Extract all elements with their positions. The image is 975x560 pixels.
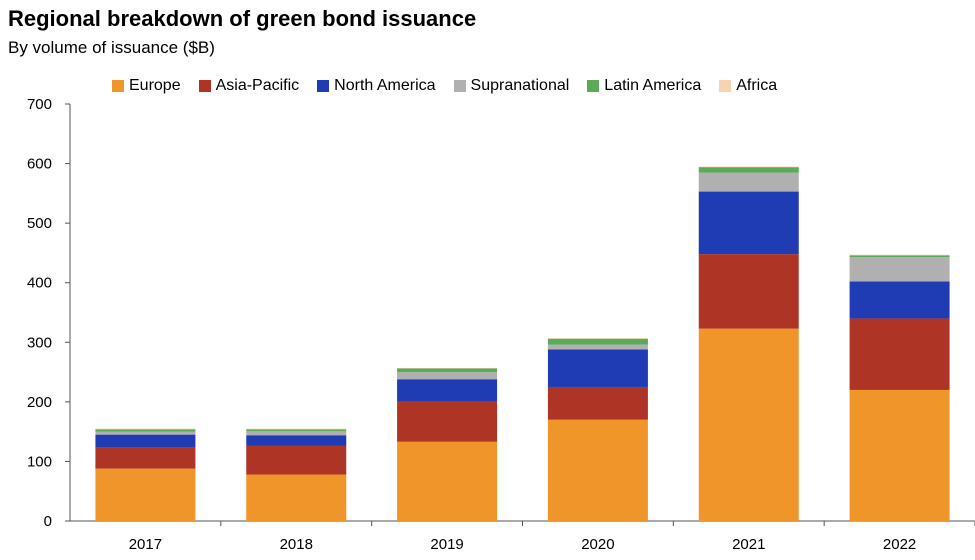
bar-segment-2022-asia-pacific (849, 318, 950, 390)
chart-title: Regional breakdown of green bond issuanc… (8, 6, 477, 31)
x-tick-label: 2021 (732, 536, 765, 553)
bar-segment-2018-north-america (246, 435, 347, 446)
bar-segment-2019-supranational (397, 372, 498, 380)
y-tick-label: 200 (27, 394, 52, 411)
bar-segment-2017-supranational (95, 431, 196, 435)
bar-segment-2020-europe (547, 419, 648, 521)
x-tick-label: 2020 (581, 536, 614, 553)
bar-segment-2019-latin-america (397, 368, 498, 373)
y-tick-label: 300 (27, 334, 52, 351)
bar-segment-2017-europe (95, 468, 196, 521)
bar-segment-2022-africa (849, 254, 950, 256)
bar-segment-2021-supranational (698, 172, 799, 192)
legend-item-europe: Europe (112, 77, 181, 95)
legend-swatch (453, 80, 466, 92)
bar-segment-2017-latin-america (95, 429, 196, 432)
bar-segment-2021-north-america (698, 191, 799, 255)
legend-item-asia-pacific: Asia-Pacific (198, 77, 300, 95)
legend-swatch (317, 80, 330, 92)
legend-item-north-america: North America (317, 77, 436, 95)
bar-segment-2020-supranational (547, 344, 648, 350)
legend-swatch (198, 80, 211, 92)
bar-segment-2018-asia-pacific (246, 445, 347, 475)
bar-segment-2018-latin-america (246, 429, 347, 432)
y-tick-label: 700 (27, 96, 52, 113)
x-tick-label: 2019 (430, 536, 463, 553)
bar-segment-2017-north-america (95, 434, 196, 448)
bar-segment-2019-asia-pacific (397, 401, 498, 442)
y-tick-label: 500 (27, 215, 52, 232)
y-tick-label: 0 (44, 513, 52, 530)
legend-swatch (112, 80, 124, 92)
bar-segment-2018-europe (246, 474, 347, 521)
bar-segment-2021-europe (698, 328, 799, 521)
y-tick-label: 100 (27, 453, 52, 470)
legend-item-supranational: Supranational (453, 77, 570, 95)
legend-label: Latin America (604, 77, 702, 94)
legend-label: Supranational (470, 77, 570, 94)
bar-segment-2022-north-america (849, 281, 950, 319)
bar-segment-2021-africa (698, 166, 799, 168)
bar-segment-2021-asia-pacific (698, 254, 799, 329)
bar-segment-2022-supranational (849, 257, 950, 282)
y-tick-label: 400 (27, 275, 52, 292)
x-tick-label: 2017 (129, 536, 162, 553)
bar-segment-2017-asia-pacific (95, 447, 196, 469)
y-tick-label: 600 (27, 156, 52, 173)
legend-label: Europe (129, 77, 181, 94)
legend-label: Africa (736, 77, 778, 94)
bar-segment-2021-latin-america (698, 167, 799, 173)
bar-segment-2020-asia-pacific (547, 386, 648, 420)
x-tick-label: 2022 (883, 536, 916, 553)
x-tick-label: 2018 (280, 536, 313, 553)
legend-label: North America (334, 77, 436, 94)
bar-segment-2020-africa (547, 338, 648, 339)
bar-segment-2020-north-america (547, 349, 648, 387)
legend-item-latin-america: Latin America (587, 77, 701, 95)
chart-subtitle: By volume of issuance ($B) (8, 38, 215, 57)
bar-segment-2018-africa (246, 428, 347, 430)
bar-segment-2022-europe (849, 389, 950, 521)
bar-segment-2019-europe (397, 441, 498, 521)
bar-segment-2020-latin-america (547, 338, 648, 345)
legend-swatch (587, 80, 600, 92)
legend-label: Asia-Pacific (215, 77, 300, 94)
bar-segment-2017-africa (95, 428, 196, 430)
legend-item-africa: Africa (719, 77, 777, 95)
legend-swatch (719, 80, 732, 92)
bar-segment-2019-africa (397, 367, 498, 369)
bar-segment-2022-latin-america (849, 255, 950, 258)
bar-segment-2018-supranational (246, 431, 347, 436)
bar-segment-2019-north-america (397, 379, 498, 402)
legend: Europe Asia-Pacific North America Supranati… (112, 77, 795, 95)
